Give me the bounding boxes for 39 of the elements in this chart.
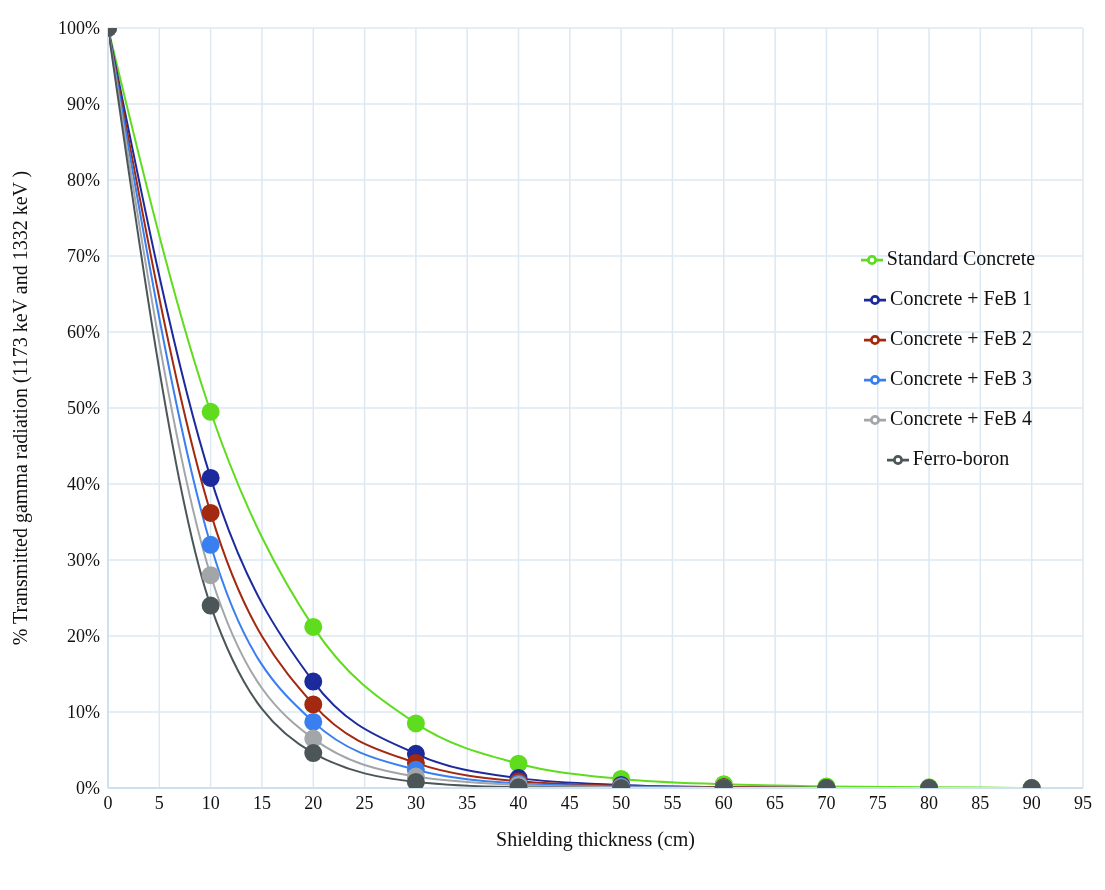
y-tick-label: 10% bbox=[67, 702, 100, 723]
legend-label: Concrete + FeB 3 bbox=[890, 367, 1032, 389]
x-tick-label: 20 bbox=[304, 792, 323, 813]
x-tick-label: 55 bbox=[663, 792, 682, 813]
y-axis-title: % Transmitted gamma radiation (1173 keV and 1332 keV ) bbox=[9, 170, 33, 646]
legend-label: Concrete + FeB 4 bbox=[890, 407, 1032, 429]
x-tick-label: 45 bbox=[560, 792, 579, 813]
x-tick-label: 35 bbox=[458, 792, 477, 813]
x-tick-label: 5 bbox=[154, 792, 164, 813]
x-tick-label: 60 bbox=[714, 792, 733, 813]
y-tick-label: 40% bbox=[67, 474, 100, 495]
x-tick-label: 95 bbox=[1074, 792, 1092, 813]
legend-label: Concrete + FeB 2 bbox=[890, 327, 1032, 349]
y-tick-label: 100% bbox=[58, 18, 100, 39]
x-tick-label: 90 bbox=[1022, 792, 1041, 813]
legend-label: Concrete + FeB 1 bbox=[890, 287, 1032, 309]
x-tick-label: 15 bbox=[252, 792, 271, 813]
y-tick-label: 60% bbox=[67, 322, 100, 343]
y-tick-label: 70% bbox=[67, 246, 100, 267]
x-tick-label: 65 bbox=[766, 792, 785, 813]
y-tick-label: 50% bbox=[67, 398, 100, 419]
y-tick-label: 20% bbox=[67, 626, 100, 647]
x-tick-label: 25 bbox=[355, 792, 374, 813]
y-tick-label: 90% bbox=[67, 94, 100, 115]
x-tick-label: 50 bbox=[612, 792, 631, 813]
x-tick-label: 75 bbox=[868, 792, 887, 813]
y-tick-label: 0% bbox=[76, 778, 100, 799]
x-axis-title: Shielding thickness (cm) bbox=[496, 828, 695, 851]
legend-label: Ferro-boron bbox=[912, 447, 1010, 469]
x-tick-label: 10 bbox=[201, 792, 220, 813]
x-tick-label: 85 bbox=[971, 792, 990, 813]
y-tick-label: 80% bbox=[67, 170, 100, 191]
legend-label: Standard Concrete bbox=[886, 247, 1036, 269]
x-tick-label: 80 bbox=[920, 792, 939, 813]
x-tick-label: 70 bbox=[817, 792, 836, 813]
y-tick-label: 30% bbox=[67, 550, 100, 571]
x-tick-label: 0 bbox=[103, 792, 113, 813]
x-tick-label: 40 bbox=[509, 792, 528, 813]
x-tick-label: 30 bbox=[406, 792, 425, 813]
